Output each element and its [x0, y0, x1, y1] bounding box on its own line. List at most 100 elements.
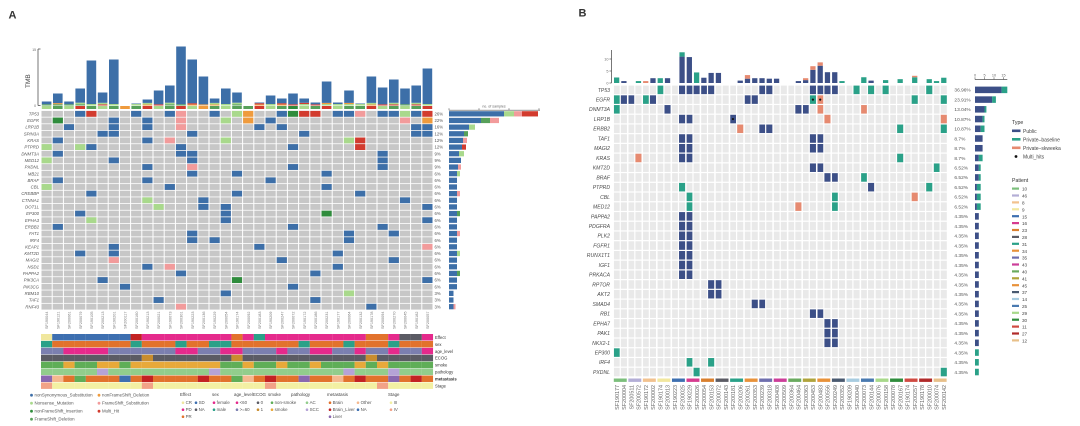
svg-text:28: 28	[1022, 235, 1028, 240]
svg-text:4.35%: 4.35%	[954, 214, 968, 220]
svg-text:4.35%: 4.35%	[954, 253, 968, 259]
svg-text:SF200061: SF200061	[68, 312, 72, 330]
svg-text:SF200511: SF200511	[629, 385, 635, 409]
svg-text:SF200142: SF200142	[942, 385, 948, 410]
svg-text:NA: NA	[199, 407, 205, 412]
svg-text:NA: NA	[361, 407, 367, 412]
svg-text:SF200249: SF200249	[833, 385, 839, 410]
svg-text:23.91%: 23.91%	[954, 97, 971, 103]
svg-text:PDGFRA: PDGFRA	[589, 224, 611, 230]
svg-text:EGFR: EGFR	[596, 98, 610, 104]
svg-text:PTPRD: PTPRD	[24, 145, 39, 150]
svg-text:<60: <60	[240, 400, 248, 405]
svg-text:SF200040: SF200040	[855, 385, 861, 410]
svg-text:CBL: CBL	[600, 195, 610, 201]
svg-text:SF200261: SF200261	[746, 385, 752, 410]
svg-text:>=60: >=60	[240, 407, 251, 412]
svg-text:RNF43: RNF43	[25, 304, 39, 309]
svg-text:FGFR1: FGFR1	[593, 243, 610, 249]
svg-text:FrameShift_Substitution: FrameShift_Substitution	[102, 401, 149, 406]
svg-text:MAGI2: MAGI2	[594, 146, 610, 152]
svg-text:sex: sex	[435, 342, 442, 347]
svg-text:8.7%: 8.7%	[954, 156, 966, 162]
svg-text:KRAS: KRAS	[596, 156, 610, 162]
svg-text:ECOG: ECOG	[435, 356, 447, 361]
svg-text:6%: 6%	[435, 278, 441, 283]
svg-text:9%: 9%	[435, 151, 441, 156]
svg-text:smoke: smoke	[275, 407, 288, 412]
svg-text:ERBB2: ERBB2	[25, 224, 40, 229]
svg-text:6%: 6%	[435, 224, 441, 229]
svg-text:8.7%: 8.7%	[954, 146, 966, 152]
svg-text:TMB: TMB	[25, 74, 32, 88]
svg-text:11: 11	[1022, 325, 1027, 330]
svg-text:SF200132: SF200132	[359, 312, 363, 330]
svg-text:KMT2D: KMT2D	[24, 251, 39, 256]
svg-text:6%: 6%	[435, 231, 441, 236]
svg-text:40: 40	[1022, 270, 1028, 275]
svg-text:26%: 26%	[435, 111, 444, 116]
svg-text:6%: 6%	[435, 185, 441, 190]
svg-text:nonFrameShift_Deletion: nonFrameShift_Deletion	[102, 393, 150, 398]
svg-text:PXDNL: PXDNL	[593, 370, 610, 376]
svg-text:SF200054: SF200054	[702, 385, 708, 410]
svg-text:6%: 6%	[435, 258, 441, 263]
svg-text:45: 45	[1022, 283, 1028, 288]
svg-text:PLK2: PLK2	[598, 234, 611, 240]
svg-text:14: 14	[1022, 297, 1028, 302]
svg-text:IRF4: IRF4	[599, 360, 610, 366]
svg-text:0: 0	[606, 81, 608, 85]
svg-text:CBL: CBL	[31, 185, 40, 190]
svg-text:Liver: Liver	[333, 414, 343, 419]
svg-text:6%: 6%	[435, 264, 441, 269]
svg-text:13.04%: 13.04%	[954, 107, 971, 113]
svg-text:SF200352: SF200352	[840, 385, 846, 410]
svg-text:SF200073: SF200073	[862, 385, 868, 410]
svg-text:SF200074: SF200074	[935, 385, 941, 410]
svg-text:1: 1	[261, 407, 264, 412]
svg-text:SF200021: SF200021	[157, 312, 161, 330]
svg-text:smoke: smoke	[268, 392, 281, 397]
svg-text:IGF1: IGF1	[599, 263, 610, 269]
svg-text:SF200464: SF200464	[797, 385, 803, 410]
svg-text:12%: 12%	[435, 131, 444, 136]
svg-text:TP53: TP53	[598, 88, 610, 94]
svg-text:4.35%: 4.35%	[954, 243, 968, 249]
svg-text:SF190213: SF190213	[146, 312, 150, 330]
svg-text:SF200363: SF200363	[804, 385, 810, 410]
svg-text:30: 30	[1022, 318, 1028, 323]
svg-text:EPHA7: EPHA7	[593, 321, 610, 327]
svg-text:SF200364: SF200364	[789, 385, 795, 410]
svg-text:34: 34	[1022, 249, 1028, 254]
svg-text:41: 41	[1022, 276, 1028, 281]
svg-text:4.35%: 4.35%	[954, 311, 968, 317]
svg-text:16%: 16%	[435, 125, 444, 130]
svg-text:SF200002: SF200002	[651, 385, 657, 410]
svg-text:4.35%: 4.35%	[954, 273, 968, 279]
svg-text:PAPPA2: PAPPA2	[23, 271, 40, 276]
svg-text:6.52%: 6.52%	[954, 204, 968, 210]
svg-text:IRF4: IRF4	[30, 238, 40, 243]
svg-text:0: 0	[261, 400, 264, 405]
svg-text:Effect: Effect	[435, 335, 446, 340]
svg-text:SF200183: SF200183	[258, 312, 262, 330]
svg-text:Effect: Effect	[180, 392, 192, 397]
svg-text:SF200270: SF200270	[392, 312, 396, 330]
svg-text:6%: 6%	[435, 211, 441, 216]
svg-text:9%: 9%	[435, 165, 441, 170]
svg-text:SF190177: SF190177	[336, 312, 340, 330]
svg-text:male: male	[217, 407, 227, 412]
svg-text:SF200231: SF200231	[325, 312, 329, 330]
svg-text:EP300: EP300	[595, 350, 610, 356]
svg-text:SF200078: SF200078	[891, 385, 897, 410]
svg-text:Public: Public	[1023, 129, 1037, 135]
svg-text:NKX2-1: NKX2-1	[592, 341, 610, 347]
svg-text:Private–baseline: Private–baseline	[1023, 138, 1060, 144]
svg-text:BRAF: BRAF	[596, 175, 610, 181]
svg-text:SF200408: SF200408	[775, 385, 781, 410]
svg-text:AKT2: AKT2	[596, 292, 610, 298]
svg-text:15: 15	[32, 48, 36, 52]
svg-text:SF200509: SF200509	[782, 385, 788, 410]
svg-text:12%: 12%	[435, 145, 444, 150]
svg-text:SF200213: SF200213	[101, 312, 105, 330]
